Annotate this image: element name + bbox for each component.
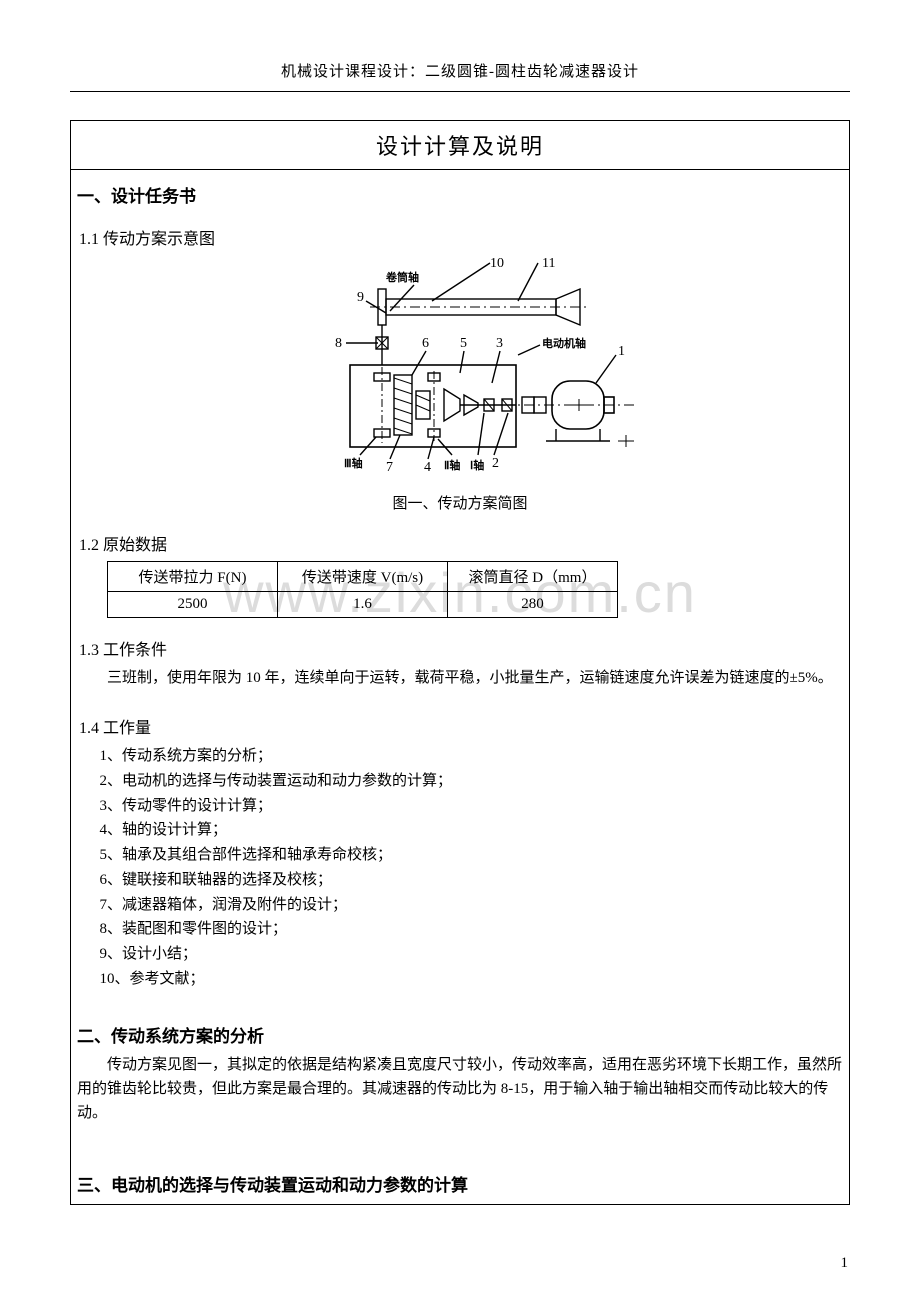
worklist: 1、传动系统方案的分析； 2、电动机的选择与传动装置运动和动力参数的计算； 3、…: [77, 744, 843, 992]
label-9: 9: [357, 290, 364, 305]
raw-data-table: 传送带拉力 F(N) 传送带速度 V(m/s) 滚筒直径 D（mm） 2500 …: [107, 561, 618, 618]
page-number: 1: [841, 1255, 849, 1272]
label-10: 10: [490, 256, 504, 271]
section-1-title: 一、设计任务书: [77, 182, 843, 207]
label-ax1: Ⅰ轴: [470, 458, 484, 472]
label-7: 7: [386, 460, 393, 475]
td-diameter: 280: [448, 592, 618, 618]
list-item: 10、参考文献；: [100, 967, 844, 992]
td-speed: 1.6: [278, 592, 448, 618]
header-rule: [70, 91, 850, 92]
label-motoraxis: 电动机轴: [542, 336, 586, 350]
section-2-text: 传动方案见图一，其拟定的依据是结构紧凑且宽度尺寸较小，传动效率高，适用在恶劣环境…: [77, 1053, 843, 1125]
label-ax2: Ⅱ轴: [444, 458, 460, 472]
label-4: 4: [424, 460, 431, 475]
label-8: 8: [335, 336, 342, 351]
section-1-4-title: 1.4 工作量: [79, 714, 843, 738]
label-1: 1: [618, 344, 625, 359]
list-item: 8、装配图和零件图的设计；: [100, 917, 844, 942]
frame-title: 设计计算及说明: [71, 121, 849, 170]
label-6: 6: [422, 336, 429, 351]
label-ax3: Ⅲ轴: [344, 456, 363, 470]
table-row: 传送带拉力 F(N) 传送带速度 V(m/s) 滚筒直径 D（mm）: [108, 562, 618, 592]
td-force: 2500: [108, 592, 278, 618]
label-2: 2: [492, 456, 499, 471]
list-item: 1、传动系统方案的分析；: [100, 744, 844, 769]
section-1-3-text: 三班制，使用年限为 10 年，连续单向于运转，载荷平稳，小批量生产，运输链速度允…: [77, 666, 843, 690]
label-3: 3: [496, 336, 503, 351]
diagram-wrap: 10 11 卷筒轴 9 8: [77, 255, 843, 490]
list-item: 3、传动零件的设计计算；: [100, 794, 844, 819]
section-1-1-title: 1.1 传动方案示意图: [79, 225, 843, 249]
list-item: 6、键联接和联轴器的选择及校核；: [100, 868, 844, 893]
label-juantongzhou: 卷筒轴: [385, 270, 419, 284]
list-item: 7、减速器箱体，润滑及附件的设计；: [100, 893, 844, 918]
list-item: 9、设计小结；: [100, 942, 844, 967]
content-frame: 设计计算及说明 一、设计任务书 1.1 传动方案示意图 10 11 卷筒轴 9: [70, 120, 850, 1205]
label-11: 11: [542, 256, 555, 271]
list-item: 2、电动机的选择与传动装置运动和动力参数的计算；: [100, 769, 844, 794]
list-item: 4、轴的设计计算；: [100, 818, 844, 843]
frame-body: 一、设计任务书 1.1 传动方案示意图 10 11 卷筒轴 9: [71, 170, 849, 1204]
section-1-3-title: 1.3 工作条件: [79, 636, 843, 660]
label-5: 5: [460, 336, 467, 351]
th-speed: 传送带速度 V(m/s): [278, 562, 448, 592]
transmission-diagram: 10 11 卷筒轴 9 8: [260, 255, 660, 485]
diagram-caption: 图一、传动方案简图: [77, 492, 843, 513]
th-diameter: 滚筒直径 D（mm）: [448, 562, 618, 592]
section-1-2-title: 1.2 原始数据: [79, 531, 843, 555]
page: 机械设计课程设计：二级圆锥-圆柱齿轮减速器设计 www.zixin.com.cn…: [0, 0, 920, 1302]
th-force: 传送带拉力 F(N): [108, 562, 278, 592]
doc-header: 机械设计课程设计：二级圆锥-圆柱齿轮减速器设计: [70, 60, 850, 81]
list-item: 5、轴承及其组合部件选择和轴承寿命校核；: [100, 843, 844, 868]
table-row: 2500 1.6 280: [108, 592, 618, 618]
section-3-title: 三、电动机的选择与传动装置运动和动力参数的计算: [77, 1171, 843, 1196]
section-2-title: 二、传动系统方案的分析: [77, 1022, 843, 1047]
